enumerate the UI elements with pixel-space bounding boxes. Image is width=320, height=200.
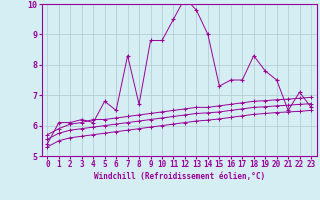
- X-axis label: Windchill (Refroidissement éolien,°C): Windchill (Refroidissement éolien,°C): [94, 172, 265, 181]
